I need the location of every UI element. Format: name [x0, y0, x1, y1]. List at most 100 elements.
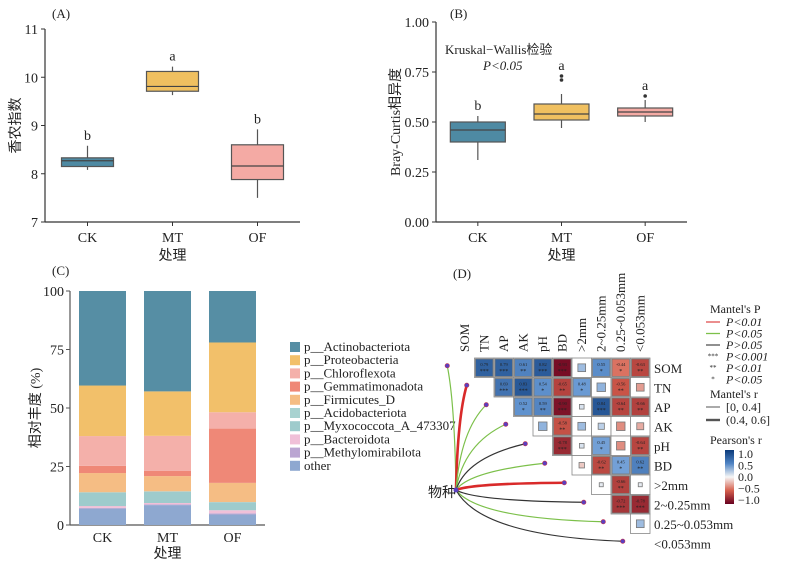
cell-value: -0.65 — [558, 382, 568, 387]
legend-swatch — [290, 342, 300, 352]
heatmap-cell — [637, 482, 643, 488]
heatmap-cell — [553, 417, 572, 436]
legend-mark: ** — [710, 364, 718, 372]
cell-value: 0.82 — [539, 362, 547, 367]
legend-swatch — [290, 421, 300, 432]
row-label: SOM — [654, 361, 683, 376]
mantel-link — [455, 404, 487, 491]
cell-significance: ** — [637, 369, 643, 375]
bar-segment — [144, 505, 191, 525]
column-label: BD — [554, 334, 569, 352]
bar-segment — [79, 291, 126, 386]
x-tick-label: CK — [78, 231, 97, 246]
heatmap-cell — [611, 475, 630, 494]
heatmap-cell — [533, 358, 552, 377]
mantel-endpoint — [620, 538, 626, 544]
mantel-endpoint — [444, 363, 450, 369]
cell-significance: ** — [559, 389, 565, 395]
cell-significance: *** — [499, 369, 508, 375]
row-label: AK — [654, 419, 673, 434]
column-label: pH — [535, 336, 550, 352]
heatmap-cell — [579, 404, 585, 410]
legend-label: p__Bacteroidota — [304, 431, 390, 446]
y-tick-label: 0.00 — [405, 216, 430, 231]
bar-segment — [79, 508, 126, 525]
legend-label: [0, 0.4] — [726, 400, 761, 414]
bar-segment — [144, 504, 191, 506]
heatmap-cell — [598, 482, 604, 488]
bar-segment — [144, 435, 191, 471]
mantel-link — [455, 423, 507, 491]
heatmap-cell — [533, 378, 552, 397]
heatmap-cell — [572, 378, 591, 397]
y-tick-label: 10 — [24, 71, 38, 86]
cell-significance: *** — [558, 369, 567, 375]
heatmap-cell — [631, 495, 650, 514]
column-label: >2mm — [574, 318, 589, 352]
mantel-endpoint — [464, 382, 470, 388]
cell-value: -0.90 — [558, 401, 568, 406]
heatmap-cell — [616, 441, 626, 451]
legend-swatch — [290, 460, 300, 471]
y-tick-label: 7 — [31, 216, 38, 231]
mantel-endpoint — [522, 441, 528, 447]
mantel-endpoint — [581, 499, 587, 505]
cell-significance: *** — [558, 408, 567, 414]
row-label: pH — [654, 439, 670, 454]
cell-significance: *** — [480, 369, 489, 375]
bar-segment — [144, 476, 191, 492]
heatmap-cell — [553, 358, 572, 377]
bar-segment — [209, 482, 256, 503]
column-label: 0.25~0.053mm — [613, 273, 628, 352]
y-tick-label: 0.50 — [405, 116, 430, 131]
legend-swatch — [290, 408, 300, 418]
mantel-link — [455, 489, 604, 523]
heatmap-cell — [635, 519, 645, 529]
cell-significance: * — [580, 389, 583, 395]
legend-label: p__Chloroflexota — [304, 365, 396, 380]
cell-value: -0.64 — [616, 401, 626, 406]
cell-significance: * — [522, 408, 525, 414]
x-tick-label: CK — [93, 531, 112, 546]
cell-significance: ** — [637, 467, 643, 473]
heatmap-cell — [592, 397, 611, 416]
cell-value: -0.78 — [558, 440, 568, 445]
bar-segment — [209, 428, 256, 483]
colorbar — [725, 450, 734, 504]
box — [230, 144, 285, 181]
mantel-endpoint — [542, 460, 548, 466]
cell-significance: *** — [597, 408, 606, 414]
heatmap-cell — [533, 397, 552, 416]
cell-value: -0.66 — [616, 479, 626, 484]
legend-swatch — [290, 355, 300, 366]
legend-title-mantel-p: Mantel's P — [710, 302, 761, 316]
y-axis-title: Bray-Curtis相异度 — [388, 68, 404, 176]
x-axis-title: 处理 — [154, 546, 182, 562]
panel-a: (A) 7 8 9 10 11 b CK a MT b OF 处理 香农指数 — [8, 6, 300, 264]
annotation-p: P<0.05 — [482, 58, 523, 73]
heatmap-cell — [631, 358, 650, 377]
bar-segment — [209, 291, 256, 343]
panel-label: (C) — [52, 263, 69, 278]
cell-value: 0.48 — [578, 382, 587, 387]
cell-value: 0.79 — [480, 362, 489, 367]
cell-significance: ** — [520, 369, 526, 375]
legend-swatch — [290, 447, 300, 458]
bar-segment — [209, 412, 256, 429]
cell-significance: ** — [637, 447, 643, 453]
cell-value: -0.62 — [597, 460, 606, 465]
heatmap-cell — [514, 358, 533, 377]
y-tick-label: 100 — [43, 285, 64, 300]
x-tick-label: CK — [468, 231, 487, 246]
heatmap-cell — [553, 397, 572, 416]
cell-value: -0.58 — [558, 421, 568, 426]
colorbar-tick-label: −0.5 — [738, 482, 760, 496]
cell-significance: ** — [598, 467, 604, 473]
legend-label: P<0.001 — [725, 350, 768, 364]
cell-value: -0.72 — [616, 499, 625, 504]
mantel-endpoint — [503, 421, 509, 427]
panel-c: (C) 0 25 50 75 100 CK MT OF 处理 相对丰度 (%) p__Actinoba… — [28, 263, 456, 562]
box-CK: b — [60, 129, 115, 170]
legend-label: p__Myxococcota_A_473307 — [304, 418, 456, 433]
